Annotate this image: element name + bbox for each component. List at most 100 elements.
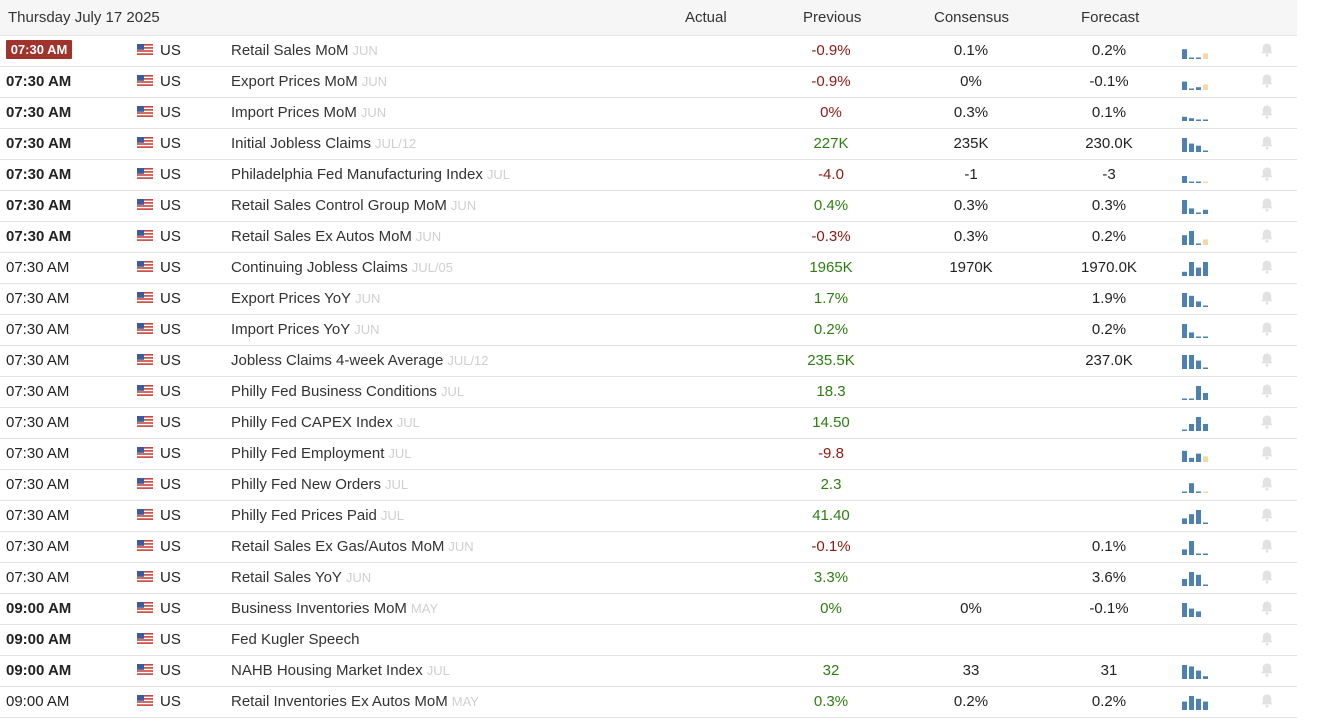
event-row[interactable]: 07:30 AM US Import Prices YoY JUN 0.2% 0.2% — [0, 315, 1297, 346]
event-row[interactable]: 07:30 AM US Retail Sales YoY JUN 3.3% 3.6% — [0, 563, 1297, 594]
bell-icon[interactable] — [1259, 259, 1275, 275]
mini-bar-chart-icon[interactable] — [1182, 196, 1212, 216]
event-name[interactable]: Retail Sales Ex Autos MoM — [231, 228, 412, 245]
event-name[interactable]: Jobless Claims 4-week Average — [231, 352, 444, 369]
event-title[interactable]: NAHB Housing Market Index JUL — [231, 656, 450, 686]
mini-bar-chart-icon[interactable] — [1182, 506, 1212, 526]
bell-icon[interactable] — [1259, 476, 1275, 492]
bell-icon[interactable] — [1259, 600, 1275, 616]
bell-icon[interactable] — [1259, 693, 1275, 709]
event-title[interactable]: Business Inventories MoM MAY — [231, 594, 438, 624]
event-title[interactable]: Jobless Claims 4-week Average JUL/12 — [231, 346, 489, 376]
mini-bar-chart-icon[interactable] — [1182, 382, 1212, 402]
mini-bar-chart-icon[interactable] — [1182, 289, 1212, 309]
bell-icon[interactable] — [1259, 228, 1275, 244]
event-title[interactable]: Fed Kugler Speech — [231, 625, 363, 655]
event-name[interactable]: Business Inventories MoM — [231, 600, 407, 617]
event-name[interactable]: Initial Jobless Claims — [231, 135, 372, 152]
event-row[interactable]: 09:00 AM US Retail Inventories Ex Autos Mo… — [0, 687, 1297, 718]
event-title[interactable]: Import Prices YoY JUN — [231, 315, 380, 345]
event-row[interactable]: 09:00 AM US Fed Kugler Speech — [0, 625, 1297, 656]
mini-bar-chart-icon[interactable] — [1182, 661, 1212, 681]
event-row[interactable]: 07:30 AM US Philadelphia Fed Manufacturing… — [0, 160, 1297, 191]
event-row[interactable]: 07:30 AM US Export Prices YoY JUN 1.7% 1.9% — [0, 284, 1297, 315]
event-row[interactable]: 07:30 AM US Philly Fed Business Conditions… — [0, 377, 1297, 408]
event-title[interactable]: Export Prices YoY JUN — [231, 284, 380, 314]
event-title[interactable]: Retail Sales Ex Autos MoM JUN — [231, 222, 441, 252]
bell-icon[interactable] — [1259, 662, 1275, 678]
bell-icon[interactable] — [1259, 569, 1275, 585]
event-name[interactable]: Philly Fed CAPEX Index — [231, 414, 393, 431]
event-name[interactable]: Retail Inventories Ex Autos MoM — [231, 693, 448, 710]
event-title[interactable]: Export Prices MoM JUN — [231, 67, 387, 97]
event-title[interactable]: Continuing Jobless Claims JUL/05 — [231, 253, 453, 283]
event-title[interactable]: Retail Sales YoY JUN — [231, 563, 371, 593]
event-title[interactable]: Retail Sales Ex Gas/Autos MoM JUN — [231, 532, 474, 562]
mini-bar-chart-icon[interactable] — [1182, 134, 1212, 154]
event-row[interactable]: 07:30 AM US Continuing Jobless Claims JUL/0… — [0, 253, 1297, 284]
event-row[interactable]: 07:30 AM US Export Prices MoM JUN -0.9% 0% -0.… — [0, 67, 1297, 98]
event-name[interactable]: Philly Fed Prices Paid — [231, 507, 377, 524]
event-row[interactable]: 07:30 AM US Jobless Claims 4-week Average J… — [0, 346, 1297, 377]
event-row[interactable]: 07:30 AM US Retail Sales MoM JUN -0.9% 0.1% 0.… — [0, 36, 1297, 67]
event-name[interactable]: Retail Sales Ex Gas/Autos MoM — [231, 538, 445, 555]
bell-icon[interactable] — [1259, 166, 1275, 182]
mini-bar-chart-icon[interactable] — [1182, 692, 1212, 712]
bell-icon[interactable] — [1259, 631, 1275, 647]
event-name[interactable]: Export Prices MoM — [231, 73, 358, 90]
bell-icon[interactable] — [1259, 445, 1275, 461]
event-name[interactable]: Fed Kugler Speech — [231, 631, 360, 648]
event-row[interactable]: 09:00 AM US NAHB Housing Market Index JUL 32… — [0, 656, 1297, 687]
event-name[interactable]: Retail Sales Control Group MoM — [231, 197, 447, 214]
event-row[interactable]: 07:30 AM US Import Prices MoM JUN 0% 0.3% 0.1% — [0, 98, 1297, 129]
bell-icon[interactable] — [1259, 197, 1275, 213]
event-title[interactable]: Retail Inventories Ex Autos MoM MAY — [231, 687, 479, 717]
event-row[interactable]: 07:30 AM US Initial Jobless Claims JUL/12 22… — [0, 129, 1297, 160]
bell-icon[interactable] — [1259, 290, 1275, 306]
mini-bar-chart-icon[interactable] — [1182, 599, 1212, 619]
mini-bar-chart-icon[interactable] — [1182, 475, 1212, 495]
mini-bar-chart-icon[interactable] — [1182, 41, 1212, 61]
event-name[interactable]: Retail Sales YoY — [231, 569, 342, 586]
event-title[interactable]: Philadelphia Fed Manufacturing Index JUL — [231, 160, 510, 190]
event-name[interactable]: Philadelphia Fed Manufacturing Index — [231, 166, 483, 183]
bell-icon[interactable] — [1259, 321, 1275, 337]
bell-icon[interactable] — [1259, 414, 1275, 430]
mini-bar-chart-icon[interactable] — [1182, 72, 1212, 92]
event-name[interactable]: Continuing Jobless Claims — [231, 259, 408, 276]
event-row[interactable]: 09:00 AM US Business Inventories MoM MAY 0% 0… — [0, 594, 1297, 625]
mini-bar-chart-icon[interactable] — [1182, 351, 1212, 371]
bell-icon[interactable] — [1259, 42, 1275, 58]
event-row[interactable]: 07:30 AM US Philly Fed New Orders JUL 2.3 — [0, 470, 1297, 501]
bell-icon[interactable] — [1259, 352, 1275, 368]
event-row[interactable]: 07:30 AM US Philly Fed CAPEX Index JUL 14.50 — [0, 408, 1297, 439]
mini-bar-chart-icon[interactable] — [1182, 444, 1212, 464]
bell-icon[interactable] — [1259, 73, 1275, 89]
event-name[interactable]: Import Prices MoM — [231, 104, 357, 121]
mini-bar-chart-icon[interactable] — [1182, 165, 1212, 185]
bell-icon[interactable] — [1259, 135, 1275, 151]
event-name[interactable]: Import Prices YoY — [231, 321, 351, 338]
event-row[interactable]: 07:30 AM US Philly Fed Employment JUL -9.8 — [0, 439, 1297, 470]
event-name[interactable]: Philly Fed Employment — [231, 445, 385, 462]
event-row[interactable]: 07:30 AM US Philly Fed Prices Paid JUL 41.40 — [0, 501, 1297, 532]
event-title[interactable]: Philly Fed Prices Paid JUL — [231, 501, 404, 531]
event-title[interactable]: Import Prices MoM JUN — [231, 98, 386, 128]
event-name[interactable]: NAHB Housing Market Index — [231, 662, 423, 679]
event-name[interactable]: Philly Fed Business Conditions — [231, 383, 437, 400]
bell-icon[interactable] — [1259, 104, 1275, 120]
mini-bar-chart-icon[interactable] — [1182, 103, 1212, 123]
event-name[interactable]: Retail Sales MoM — [231, 42, 349, 59]
event-title[interactable]: Philly Fed CAPEX Index JUL — [231, 408, 420, 438]
event-name[interactable]: Export Prices YoY — [231, 290, 352, 307]
event-title[interactable]: Philly Fed New Orders JUL — [231, 470, 408, 500]
event-title[interactable]: Philly Fed Business Conditions JUL — [231, 377, 464, 407]
event-row[interactable]: 07:30 AM US Retail Sales Control Group MoM… — [0, 191, 1297, 222]
bell-icon[interactable] — [1259, 538, 1275, 554]
event-row[interactable]: 07:30 AM US Retail Sales Ex Autos MoM JUN -0… — [0, 222, 1297, 253]
bell-icon[interactable] — [1259, 507, 1275, 523]
mini-bar-chart-icon[interactable] — [1182, 568, 1212, 588]
event-title[interactable]: Retail Sales Control Group MoM JUN — [231, 191, 476, 221]
event-row[interactable]: 07:30 AM US Retail Sales Ex Gas/Autos MoM J… — [0, 532, 1297, 563]
mini-bar-chart-icon[interactable] — [1182, 227, 1212, 247]
